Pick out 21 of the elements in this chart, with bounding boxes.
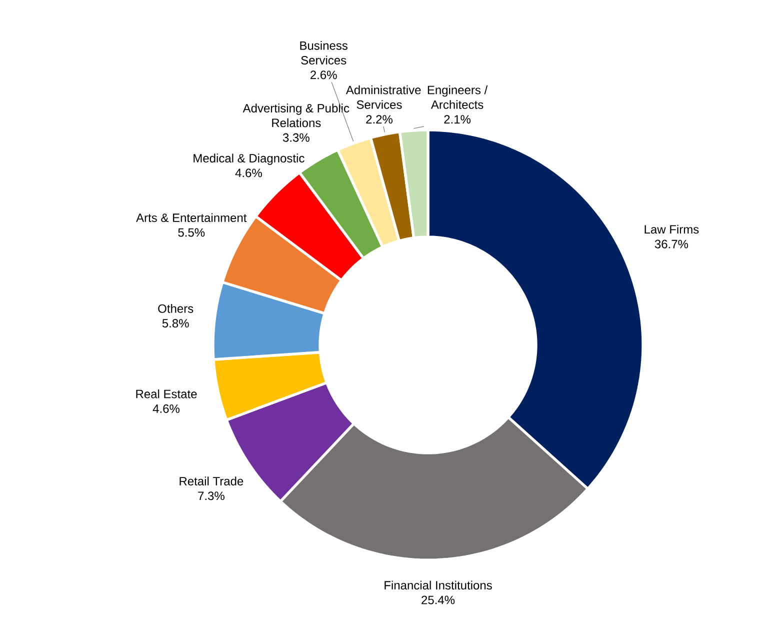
slice-label: Others [158,304,194,313]
slice-label: Advertising & Public Relations [242,104,350,128]
slice-label: Arts & Entertainment [136,213,247,222]
data-label: 2.2% [366,115,392,124]
slice-label: Retail Trade [180,476,244,486]
data-label: 7.3% [198,492,224,500]
slice-label: Medical & Diagnostic [194,154,304,165]
data-label: 4.6% [152,404,180,413]
slice-label: Financial Institutions [384,580,492,590]
data-label: 4.6% [235,168,262,178]
slice-label: Law Firms [644,224,699,234]
data-label: 5.5% [178,228,205,237]
data-label: 3.3% [282,133,310,142]
slice-label: Real Estate [136,389,197,398]
slice-label: Engineers / Architects [428,85,488,109]
data-label: 2.1% [444,115,471,124]
data-label: 2.6% [310,70,337,80]
slice-label: Business Services [300,41,348,65]
data-label: 36.7% [654,240,688,248]
data-label: 5.8% [162,319,189,328]
data-label: 25.4% [422,596,455,604]
